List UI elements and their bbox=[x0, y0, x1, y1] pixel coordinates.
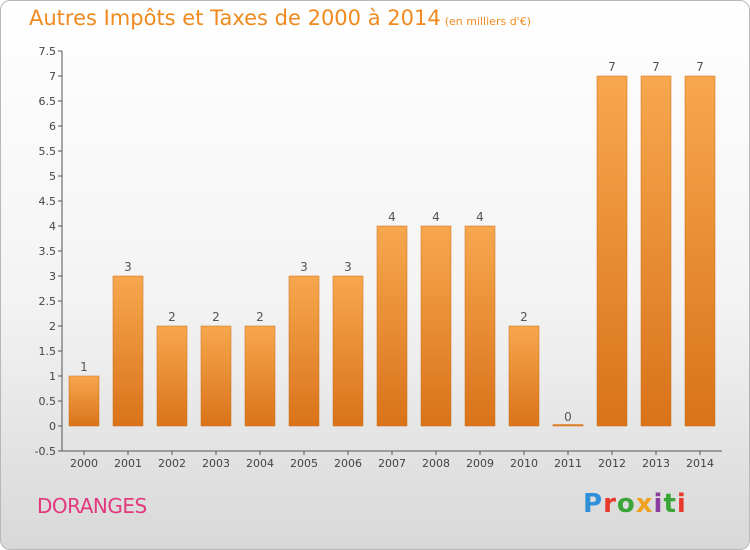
y-tick-label: 4.5 bbox=[39, 195, 57, 208]
y-tick-label: 5.5 bbox=[39, 145, 57, 158]
x-tick-label: 2008 bbox=[422, 457, 450, 470]
data-label: 7 bbox=[608, 60, 616, 74]
data-label: 0 bbox=[564, 410, 572, 424]
chart-title-text: Autres Impôts et Taxes de 2000 à 2014 bbox=[29, 6, 441, 30]
x-tick-label: 2011 bbox=[554, 457, 582, 470]
x-tick-label: 2004 bbox=[246, 457, 274, 470]
bar bbox=[684, 75, 716, 427]
bar bbox=[376, 225, 408, 427]
bar bbox=[332, 275, 364, 427]
x-tick-label: 2010 bbox=[510, 457, 538, 470]
x-tick-label: 2012 bbox=[598, 457, 626, 470]
data-label: 2 bbox=[256, 310, 264, 324]
bar bbox=[288, 275, 320, 427]
bar bbox=[596, 75, 628, 427]
bar bbox=[640, 75, 672, 427]
x-tick-label: 2005 bbox=[290, 457, 318, 470]
bar bbox=[552, 424, 584, 427]
y-tick-label: 3 bbox=[49, 270, 56, 283]
data-label: 2 bbox=[212, 310, 220, 324]
data-label: 7 bbox=[652, 60, 660, 74]
y-tick-label: 2 bbox=[49, 320, 56, 333]
chart-subtitle: (en milliers d'€) bbox=[444, 15, 531, 28]
data-label: 1 bbox=[80, 360, 88, 374]
chart-title: Autres Impôts et Taxes de 2000 à 2014 (en… bbox=[29, 6, 531, 30]
data-label: 3 bbox=[344, 260, 352, 274]
x-tick-label: 2003 bbox=[202, 457, 230, 470]
y-tick-label: 7.5 bbox=[39, 45, 57, 58]
place-name: DORANGES bbox=[37, 494, 147, 518]
data-label: 7 bbox=[696, 60, 704, 74]
y-tick-label: 1.5 bbox=[39, 345, 57, 358]
bar bbox=[420, 225, 452, 427]
y-tick-label: 2.5 bbox=[39, 295, 57, 308]
bar bbox=[464, 225, 496, 427]
bar bbox=[112, 275, 144, 427]
bar bbox=[244, 325, 276, 427]
data-label: 3 bbox=[124, 260, 132, 274]
bar bbox=[68, 375, 100, 427]
bar bbox=[200, 325, 232, 427]
y-tick-label: -0.5 bbox=[35, 445, 56, 458]
y-tick-label: 6.5 bbox=[39, 95, 57, 108]
proxiti-logo: Proxiti bbox=[583, 489, 687, 519]
data-label: 3 bbox=[300, 260, 308, 274]
y-tick-label: 6 bbox=[49, 120, 56, 133]
x-tick-label: 2000 bbox=[70, 457, 98, 470]
data-label: 4 bbox=[432, 210, 440, 224]
data-label: 4 bbox=[388, 210, 396, 224]
x-tick-label: 2001 bbox=[114, 457, 142, 470]
bar bbox=[508, 325, 540, 427]
y-tick-label: 7 bbox=[49, 70, 56, 83]
y-tick-label: 1 bbox=[49, 370, 56, 383]
x-tick-label: 2007 bbox=[378, 457, 406, 470]
x-tick-label: 2006 bbox=[334, 457, 362, 470]
x-tick-label: 2013 bbox=[642, 457, 670, 470]
y-tick-label: 5 bbox=[49, 170, 56, 183]
bar bbox=[156, 325, 188, 427]
x-tick-label: 2014 bbox=[686, 457, 714, 470]
data-label: 2 bbox=[168, 310, 176, 324]
y-tick-label: 0 bbox=[49, 420, 56, 433]
y-tick-label: 3.5 bbox=[39, 245, 57, 258]
data-label: 4 bbox=[476, 210, 484, 224]
y-tick-label: 4 bbox=[49, 220, 56, 233]
y-tick-label: 0.5 bbox=[39, 395, 57, 408]
x-tick-label: 2009 bbox=[466, 457, 494, 470]
data-label: 2 bbox=[520, 310, 528, 324]
x-tick-label: 2002 bbox=[158, 457, 186, 470]
